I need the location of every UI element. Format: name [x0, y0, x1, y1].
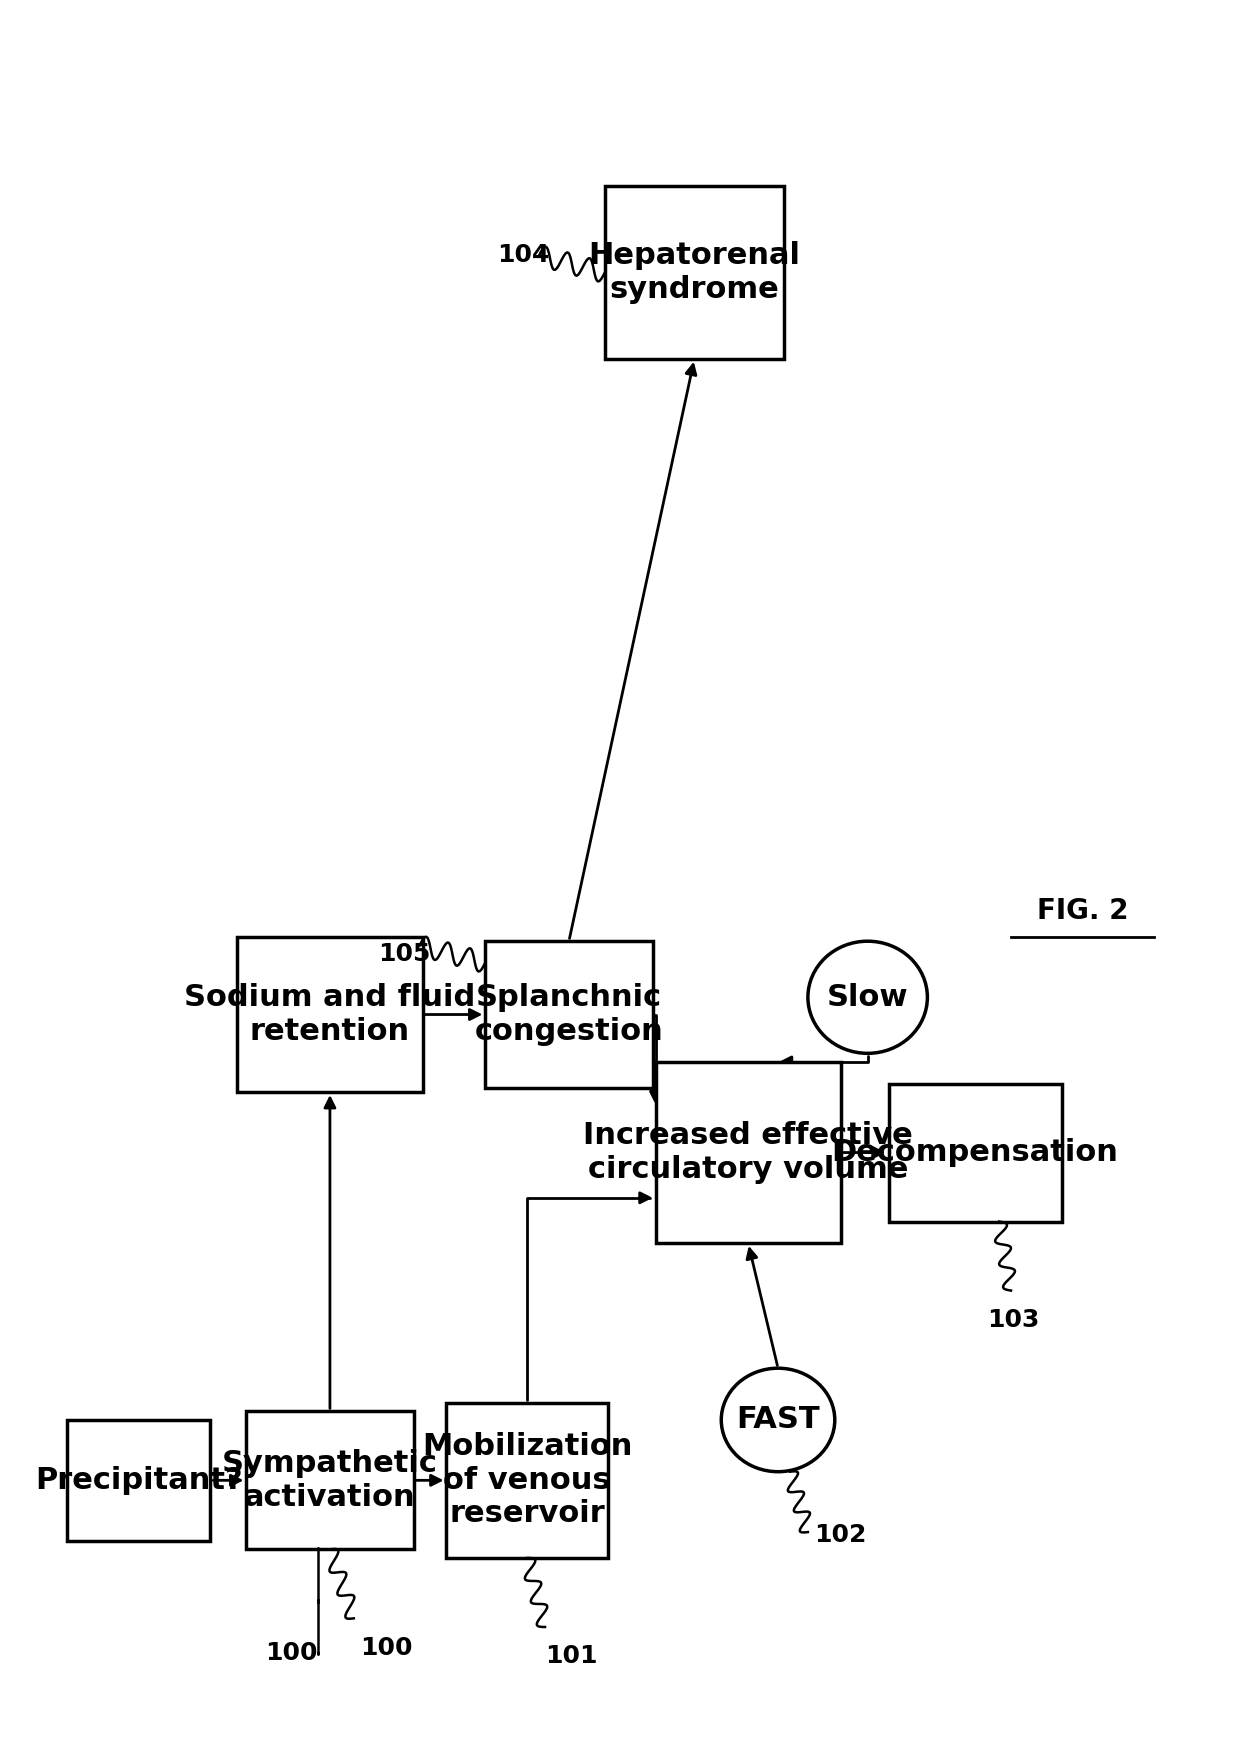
Text: 101: 101 [546, 1644, 598, 1669]
Text: 103: 103 [987, 1308, 1039, 1332]
Text: 105: 105 [378, 941, 430, 966]
Text: 102: 102 [813, 1523, 867, 1548]
FancyBboxPatch shape [446, 1402, 608, 1558]
Text: FAST: FAST [737, 1406, 820, 1434]
Text: Precipitant?: Precipitant? [35, 1466, 243, 1495]
FancyBboxPatch shape [67, 1420, 211, 1541]
Text: Sympathetic
activation: Sympathetic activation [222, 1450, 438, 1511]
Text: Sodium and fluid
retention: Sodium and fluid retention [185, 983, 476, 1047]
Text: FIG. 2: FIG. 2 [1037, 898, 1128, 926]
Text: Increased effective
circulatory volume: Increased effective circulatory volume [583, 1122, 913, 1183]
FancyBboxPatch shape [889, 1083, 1061, 1222]
Text: Hepatorenal
syndrome: Hepatorenal syndrome [589, 242, 800, 303]
Text: 104: 104 [497, 244, 549, 268]
Text: Slow: Slow [827, 983, 909, 1011]
Text: 100: 100 [265, 1641, 317, 1665]
FancyBboxPatch shape [485, 941, 652, 1089]
Ellipse shape [808, 941, 928, 1054]
Text: 100: 100 [360, 1636, 413, 1660]
Ellipse shape [722, 1367, 835, 1473]
Text: Mobilization
of venous
reservoir: Mobilization of venous reservoir [422, 1432, 632, 1529]
Text: Decompensation: Decompensation [832, 1138, 1118, 1167]
FancyBboxPatch shape [656, 1062, 841, 1243]
FancyBboxPatch shape [605, 186, 784, 359]
Text: Splanchnic
congestion: Splanchnic congestion [475, 983, 663, 1047]
FancyBboxPatch shape [247, 1411, 414, 1550]
FancyBboxPatch shape [237, 936, 423, 1092]
